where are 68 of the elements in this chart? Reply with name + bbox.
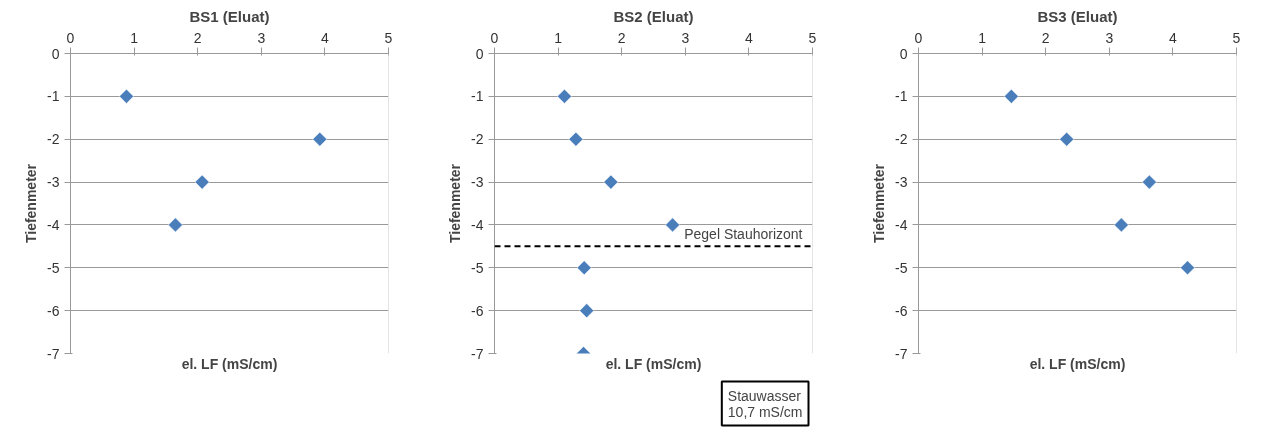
y-tick-label: -4 [895,216,908,233]
chart-title: BS1 (Eluat) [189,7,270,25]
y-axis-title: Tiefenmeter [447,163,464,244]
y-tick-label: -5 [47,259,60,276]
y-tick-label: -4 [47,216,60,233]
point [557,89,572,104]
text: Stauwasser 10,7 mS/cm [727,387,803,420]
y-tick-label: -1 [471,88,484,105]
y-tick-label: -2 [471,131,484,148]
point [579,303,595,318]
y-tick-label: -7 [47,345,60,362]
y-tick-label: -7 [471,345,484,362]
x-axis-title: el. LF (mS/cm) [605,355,702,372]
chart-title: BS3 (Eluat) [1037,7,1118,25]
point [576,260,592,276]
y-axis-title: Tiefenmeter [871,163,888,244]
x-axis-title: el. LF (mS/cm) [181,355,278,372]
y-tick-label: -2 [895,131,908,148]
point [194,174,210,190]
point [168,217,183,233]
x-tick-label: 2 [617,29,626,46]
x-tick-label: 5 [384,29,393,46]
x-tick-label: 3 [681,29,690,46]
chart-title: BS2 (Eluat) [613,7,694,25]
y-tick-label: -6 [47,302,60,319]
point [1004,89,1019,104]
point [1059,131,1075,147]
y-tick-label: -5 [471,259,484,276]
y-tick-label: -2 [47,131,60,148]
x-tick-label: 1 [130,29,139,46]
point [568,131,584,147]
y-tick-label: -3 [47,174,60,191]
point [603,174,619,190]
x-tick-label: 5 [1232,29,1241,46]
point [665,217,680,233]
x-tick-label: 2 [1041,29,1050,46]
y-tick-label: -3 [471,174,484,191]
x-tick-label: 5 [808,29,817,46]
y-tick-label: -5 [895,259,908,276]
point [1180,260,1195,276]
x-tick-label: 1 [554,29,563,46]
x-tick-label: 4 [321,29,330,46]
y-tick-label: -1 [895,88,908,105]
x-tick-label: 0 [914,29,923,46]
x-tick-label: 2 [193,29,202,46]
y-tick-label: 0 [899,45,908,62]
x-tick-label: 1 [978,29,987,46]
y-tick-label: -1 [47,88,60,105]
point [1114,217,1129,233]
point [119,89,134,104]
x-axis-title: el. LF (mS/cm) [1029,355,1126,372]
y-tick-label: -6 [895,302,908,319]
x-tick-label: 0 [66,29,75,46]
x-tick-label: 3 [257,29,266,46]
x-tick-label: 3 [1105,29,1114,46]
y-tick-label: 0 [51,45,60,62]
y-axis-title: Tiefenmeter [23,163,40,244]
point [1142,174,1157,190]
y-tick-label: -3 [895,174,908,191]
point [312,131,328,147]
y-tick-label: 0 [475,45,484,62]
x-tick-label: 0 [490,29,499,46]
y-tick-label: -7 [895,345,908,362]
x-tick-label: 4 [745,29,754,46]
y-tick-label: -6 [471,302,484,319]
x-tick-label: 4 [1169,29,1178,46]
y-tick-label: -4 [471,216,484,233]
ref-line-label: Pegel Stauhorizont [684,226,803,243]
